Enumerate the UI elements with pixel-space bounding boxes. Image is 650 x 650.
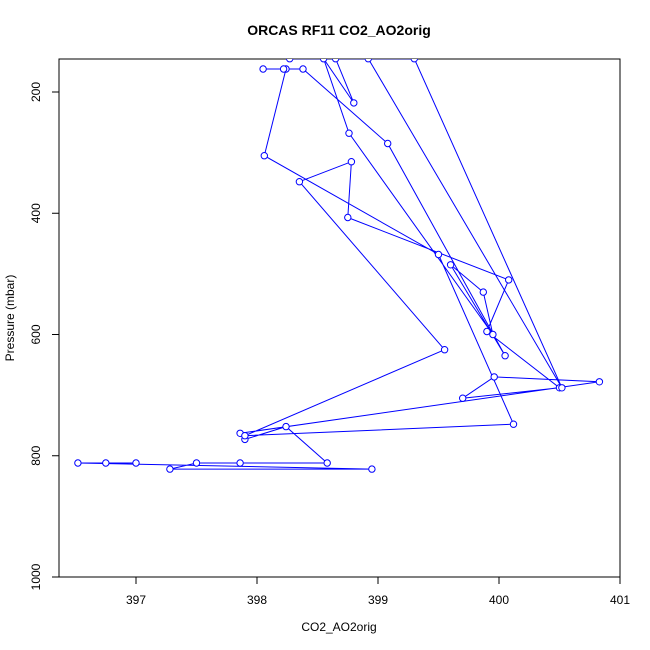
- x-tick-label: 398: [247, 593, 267, 607]
- y-tick-label: 400: [29, 203, 43, 223]
- data-point: [132, 459, 140, 467]
- data-point: [102, 459, 110, 467]
- series-layer: [74, 59, 604, 473]
- data-point: [558, 384, 566, 392]
- data-point: [299, 65, 307, 73]
- data-point: [241, 432, 249, 440]
- data-point: [459, 394, 467, 402]
- data-point: [236, 459, 244, 467]
- data-point: [345, 129, 353, 137]
- chart-title: ORCAS RF11 CO2_AO2orig: [247, 22, 431, 38]
- data-point: [368, 465, 376, 473]
- data-point: [483, 327, 491, 336]
- x-tick-label: 400: [489, 593, 509, 607]
- data-point: [490, 373, 498, 381]
- data-point: [282, 422, 290, 431]
- data-point: [410, 59, 418, 63]
- data-point: [505, 276, 513, 284]
- data-point: [259, 65, 267, 73]
- data-point: [489, 330, 497, 339]
- data-point: [347, 158, 356, 166]
- data-point: [331, 59, 340, 63]
- data-point: [74, 459, 82, 467]
- data-point: [384, 139, 392, 148]
- x-tick-label: 397: [126, 593, 146, 607]
- y-axis-label: Pressure (mbar): [3, 275, 17, 362]
- y-tick-label: 600: [29, 324, 43, 344]
- data-point: [260, 152, 268, 160]
- data-point: [319, 59, 328, 63]
- x-axis: 397 398 399 400 401: [126, 577, 630, 607]
- data-point: [192, 459, 201, 467]
- data-point: [344, 213, 352, 222]
- data-point: [440, 346, 449, 354]
- x-axis-label: CO2_AO2orig: [301, 620, 376, 634]
- x-tick-label: 399: [368, 593, 388, 607]
- data-point: [323, 459, 331, 467]
- data-point: [279, 65, 288, 73]
- data-point: [501, 352, 509, 360]
- y-tick-label: 1000: [29, 563, 43, 590]
- data-point: [434, 250, 443, 259]
- data-point: [166, 465, 174, 473]
- y-tick-label: 200: [29, 82, 43, 102]
- series-line: [77, 59, 600, 470]
- data-point: [509, 420, 518, 428]
- data-point: [446, 261, 455, 269]
- data-point: [295, 178, 304, 186]
- data-point: [479, 288, 487, 296]
- data-point: [364, 59, 372, 63]
- data-point: [286, 59, 294, 63]
- y-axis: 200 400 600 800 1000: [29, 82, 59, 590]
- y-tick-label: 800: [29, 445, 43, 465]
- x-tick-label: 401: [610, 593, 630, 607]
- data-point: [595, 378, 604, 386]
- data-point: [350, 99, 358, 107]
